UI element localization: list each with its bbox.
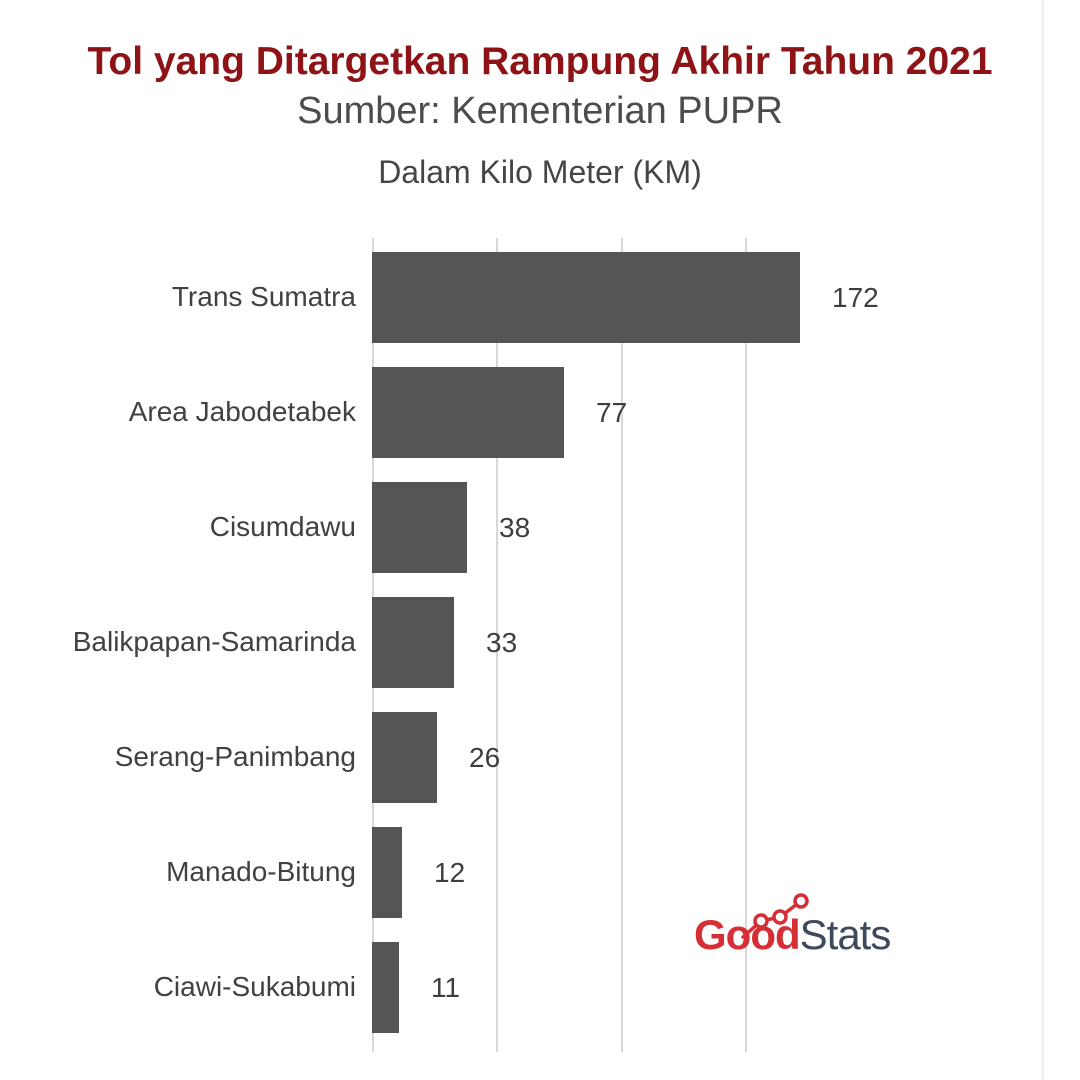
- trend-node-icon: [753, 913, 769, 929]
- bar-row: Trans Sumatra 172: [0, 252, 1080, 343]
- bar-row: Area Jabodetabek 77: [0, 367, 1080, 458]
- value-label: 11: [431, 971, 461, 1003]
- bar: [372, 597, 454, 688]
- category-label: Trans Sumatra: [171, 281, 356, 313]
- logo-text-stats: Stats: [799, 911, 892, 958]
- value-label: 38: [499, 511, 531, 543]
- value-label: 33: [486, 626, 518, 658]
- value-label: 172: [832, 281, 879, 313]
- gridline: [745, 238, 747, 1052]
- bar: [372, 942, 399, 1033]
- bar-rows: Trans Sumatra 172 Area Jabodetabek 77 Cisumd…: [0, 238, 1080, 1052]
- value-label: 26: [469, 741, 501, 773]
- trend-node-icon: [793, 893, 809, 909]
- bar: [372, 367, 564, 458]
- category-label: Manado-Bitung: [166, 856, 356, 888]
- chart-title: Tol yang Ditargetkan Rampung Akhir Tahun…: [87, 40, 993, 83]
- logo-text-good: Good: [694, 911, 801, 958]
- category-label: Serang-Panimbang: [114, 741, 356, 773]
- category-label: Ciawi-Sukabumi: [153, 971, 356, 1003]
- value-label: 12: [434, 856, 466, 888]
- bar: [372, 252, 800, 343]
- bar-row: Serang-Panimbang 26: [0, 712, 1080, 803]
- category-label: Area Jabodetabek: [128, 396, 356, 428]
- logo-wordmark: GoodStats: [694, 911, 892, 958]
- category-label: Balikpapan-Samarinda: [72, 626, 356, 658]
- gridline: [621, 238, 623, 1052]
- bar-row: Ciawi-Sukabumi 11: [0, 942, 1080, 1033]
- canvas-edge-line: [1041, 0, 1044, 1080]
- bar: [372, 712, 437, 803]
- bar: [372, 827, 402, 918]
- bar-row: Manado-Bitung 12: [0, 827, 1080, 918]
- chart-source-subtitle: Sumber: Kementerian PUPR: [297, 90, 783, 132]
- bar: [372, 482, 467, 573]
- gridline: [496, 238, 498, 1052]
- bar-row: Balikpapan-Samarinda 33: [0, 597, 1080, 688]
- trend-node-icon: [772, 909, 788, 925]
- bar-row: Cisumdawu 38: [0, 482, 1080, 573]
- unit-label: Dalam Kilo Meter (KM): [378, 154, 702, 190]
- category-label: Cisumdawu: [209, 511, 356, 543]
- goodstats-logo: GoodStats: [694, 874, 924, 974]
- trend-line-icon: [741, 893, 809, 939]
- value-label: 77: [596, 396, 628, 428]
